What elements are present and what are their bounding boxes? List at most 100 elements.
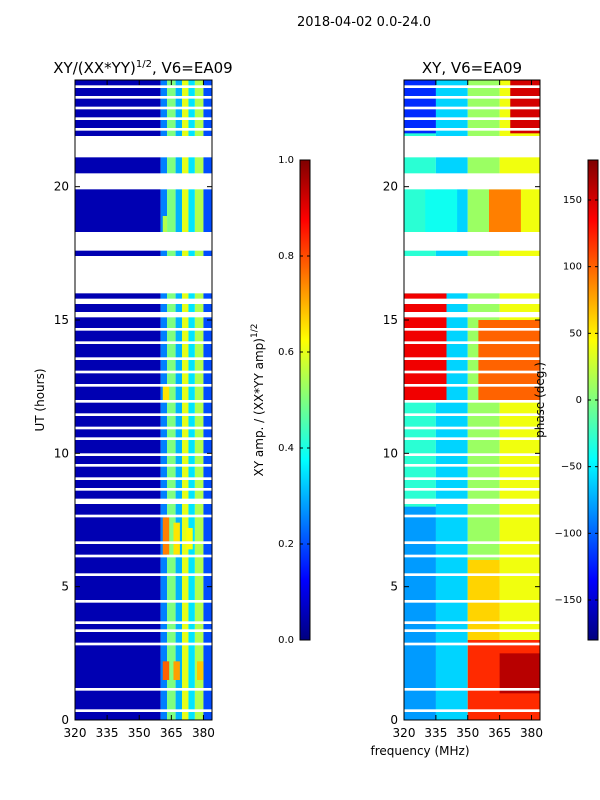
amplitude-ytick-label: 5 (61, 580, 69, 594)
phase-gap (404, 400, 540, 403)
phase-gap (404, 709, 540, 712)
panel-amplitude: XY/(XX*YY)1/2, V6=EA09 320 335 350 365 380 0 5… (33, 59, 233, 740)
phase-colorbar-label: phase (deg.) (533, 362, 547, 438)
amplitude-gap (75, 477, 212, 480)
panel-phase: XY, V6=EA09 320 335 350 365 380 0 5 10 15 20 (383, 59, 543, 740)
phase-gap (404, 312, 540, 318)
phase-gap (404, 117, 540, 120)
phase-gap (404, 96, 540, 99)
phase-gap (404, 464, 540, 467)
amplitude-gap (75, 453, 212, 456)
phase-colorbar-tick-label: −50 (561, 462, 582, 473)
phase-title: XY, V6=EA09 (422, 59, 522, 77)
phase-colorbar: −150 −100 −50 0 50 100 150 phase (deg.) (533, 159, 599, 641)
phase-axes-frame (403, 79, 541, 721)
amplitude-region (162, 517, 170, 555)
phase-gap (404, 328, 540, 331)
amplitude-gap (75, 173, 212, 190)
amplitude-xtick-label: 335 (96, 726, 119, 740)
phase-ytick-label: 10 (383, 446, 398, 460)
amplitude-gap (75, 621, 212, 624)
amplitude-ylabel: UT (hours) (33, 368, 47, 431)
amplitude-colorbar-label: XY amp. / (XX*YY amp)1/2 (250, 324, 266, 477)
amplitude-gap (75, 498, 212, 504)
amplitude-heatmap (75, 80, 212, 720)
amplitude-gap (75, 426, 212, 430)
phase-gap (404, 256, 540, 294)
amplitude-region (197, 661, 204, 680)
amplitude-gap (75, 256, 212, 294)
phase-gap (404, 85, 540, 88)
amplitude-gap (75, 642, 212, 646)
amplitude-gap (75, 357, 212, 360)
phase-xtick-label: 350 (456, 726, 479, 740)
phase-gap (404, 498, 540, 504)
amplitude-axes-frame (74, 79, 213, 721)
amplitude-gap (75, 600, 212, 603)
amplitude-region (162, 661, 170, 680)
amplitude-region (173, 661, 180, 680)
amplitude-ytick-label: 0 (61, 713, 69, 727)
amplitude-gap (75, 312, 212, 318)
phase-xtick-label: 320 (393, 726, 416, 740)
phase-xtick-label: 335 (424, 726, 447, 740)
amplitude-gap (75, 328, 212, 331)
amplitude-title: XY/(XX*YY)1/2, V6=EA09 (53, 59, 232, 77)
phase-region (404, 293, 447, 400)
phase-region (425, 189, 458, 232)
amplitude-gap (75, 128, 212, 131)
phase-gap (404, 514, 540, 518)
amplitude-gap (75, 384, 212, 387)
phase-gap (404, 600, 540, 603)
amplitude-colorbar-tick-label: 0.0 (278, 635, 294, 646)
phase-gap (404, 437, 540, 440)
amplitude-gap (75, 232, 212, 251)
phase-ytick-label: 20 (383, 180, 398, 194)
phase-gap (404, 384, 540, 387)
phase-gap (404, 554, 540, 558)
amplitude-region (173, 522, 180, 555)
phase-gap (404, 488, 540, 491)
phase-colorbar-tick-label: 100 (563, 262, 582, 273)
amplitude-gap (75, 554, 212, 558)
amplitude-gap (75, 85, 212, 88)
amplitude-gap (75, 629, 212, 632)
amplitude-gap (75, 488, 212, 491)
amplitude-gap (75, 541, 212, 544)
phase-colorbar-tick-label: 150 (563, 195, 582, 206)
phase-ticks: 320 335 350 365 380 0 5 10 15 20 (383, 80, 543, 740)
phase-xtick-label: 365 (488, 726, 511, 740)
amplitude-gap (75, 96, 212, 99)
amplitude-colorbar-tick-label: 0.6 (278, 347, 294, 358)
amplitude-gap (75, 709, 212, 712)
amplitude-gap (75, 413, 212, 416)
phase-gap (404, 128, 540, 131)
phase-ytick-label: 5 (390, 580, 398, 594)
phase-gap (404, 426, 540, 430)
amplitude-region (186, 528, 193, 550)
amplitude-colorbar-tick-label: 0.4 (278, 443, 294, 454)
phase-gap (404, 173, 540, 190)
amplitude-xtick-label: 380 (192, 726, 215, 740)
amplitude-xtick-label: 320 (64, 726, 87, 740)
amplitude-xtick-label: 350 (128, 726, 151, 740)
phase-gap (404, 477, 540, 480)
amplitude-gap (75, 117, 212, 120)
phase-gap (404, 621, 540, 624)
phase-gap (404, 629, 540, 632)
amplitude-colorbar-bar (299, 159, 311, 641)
phase-colorbar-tick-label: 0 (576, 395, 582, 406)
amplitude-region (162, 384, 170, 400)
amplitude-colorbar-tick-label: 0.8 (278, 251, 294, 262)
phase-gap (404, 453, 540, 456)
phase-gap (404, 370, 540, 374)
phase-gap (404, 298, 540, 304)
phase-gap (404, 413, 540, 416)
amplitude-ytick-label: 15 (54, 313, 69, 327)
phase-gap (404, 688, 540, 691)
phase-gap (404, 341, 540, 344)
amplitude-colorbar-ticks: 0.0 0.2 0.4 0.6 0.8 1.0 (278, 155, 310, 646)
phase-gap (404, 357, 540, 360)
phase-heatmap (404, 80, 540, 720)
amplitude-gap (75, 437, 212, 440)
